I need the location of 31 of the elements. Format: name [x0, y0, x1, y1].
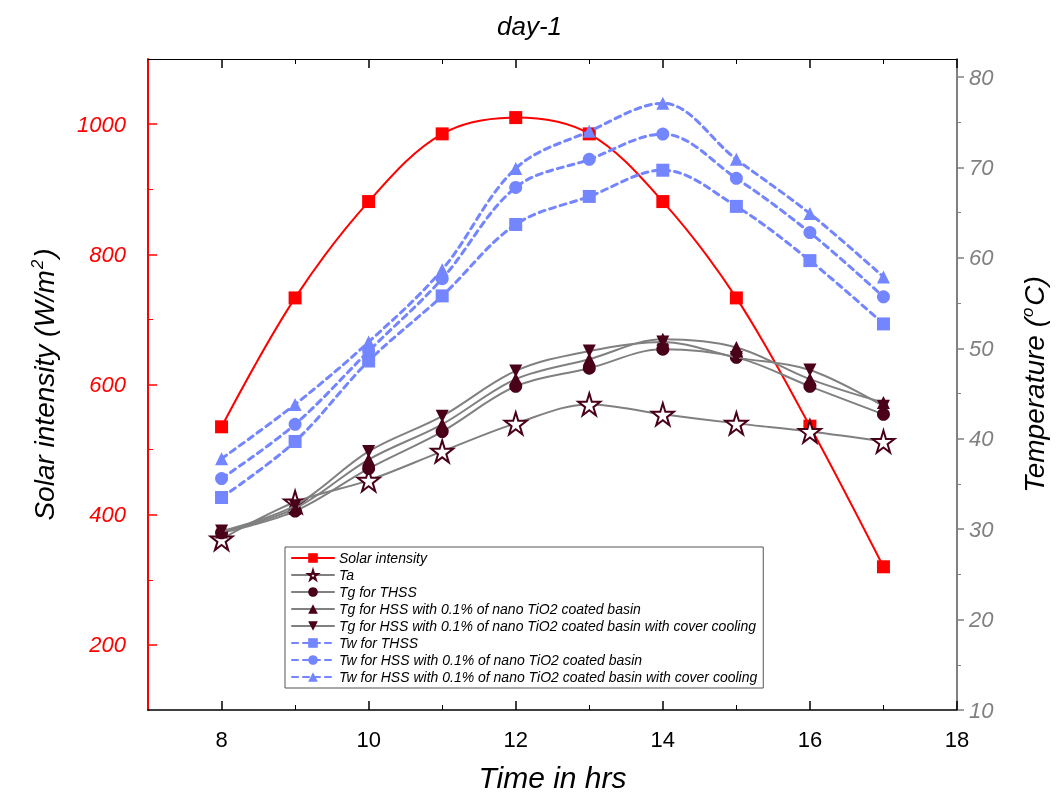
y-tick-label: 200 [88, 632, 127, 658]
legend-label: Tw for HSS with 0.1% of nano TiO2 coated basin [339, 652, 643, 668]
y-tick-label: 600 [89, 372, 127, 397]
y-tick-label: 400 [89, 502, 127, 528]
y-tick-label: 800 [89, 241, 127, 267]
legend-label: Tg for HSS with 0.1% of nano TiO2 coated basin [339, 601, 642, 617]
y2-tick-label: 60 [969, 245, 995, 271]
y2-axis-title: Temperature (oC) [1018, 276, 1050, 493]
legend-label: Tw for THSS [339, 635, 419, 651]
legend-label: Solar intensity [339, 550, 428, 566]
x-tick-label: 16 [797, 726, 823, 752]
x-tick-label: 8 [215, 726, 228, 752]
chart-title: day-1 [496, 11, 563, 41]
y2-tick-label: 40 [969, 426, 995, 452]
y-tick-label: 1000 [77, 111, 127, 137]
x-tick-label: 12 [503, 726, 528, 752]
y2-tick-label: 30 [969, 516, 995, 542]
x-tick-label: 10 [356, 726, 381, 752]
y2-tick-label: 20 [968, 607, 995, 633]
x-axis-title: Time in hrs [478, 760, 627, 794]
legend-label: Tw for HSS with 0.1% of nano TiO2 coated basin with cover cooling [339, 669, 758, 685]
y2-tick-label: 10 [969, 697, 995, 723]
y2-tick-label: 80 [969, 64, 995, 90]
y2-tick-label: 50 [969, 335, 995, 361]
y2-tick-label: 70 [969, 155, 995, 180]
legend-label: Ta [339, 567, 355, 583]
x-tick-label: 18 [944, 726, 970, 752]
x-tick-label: 14 [650, 726, 676, 752]
y-axis-title: Solar intensity (W/m2) [28, 248, 61, 521]
legend-label: Tg for THSS [339, 584, 418, 600]
legend-label: Tg for HSS with 0.1% of nano TiO2 coated basin with cover cooling [339, 618, 757, 634]
